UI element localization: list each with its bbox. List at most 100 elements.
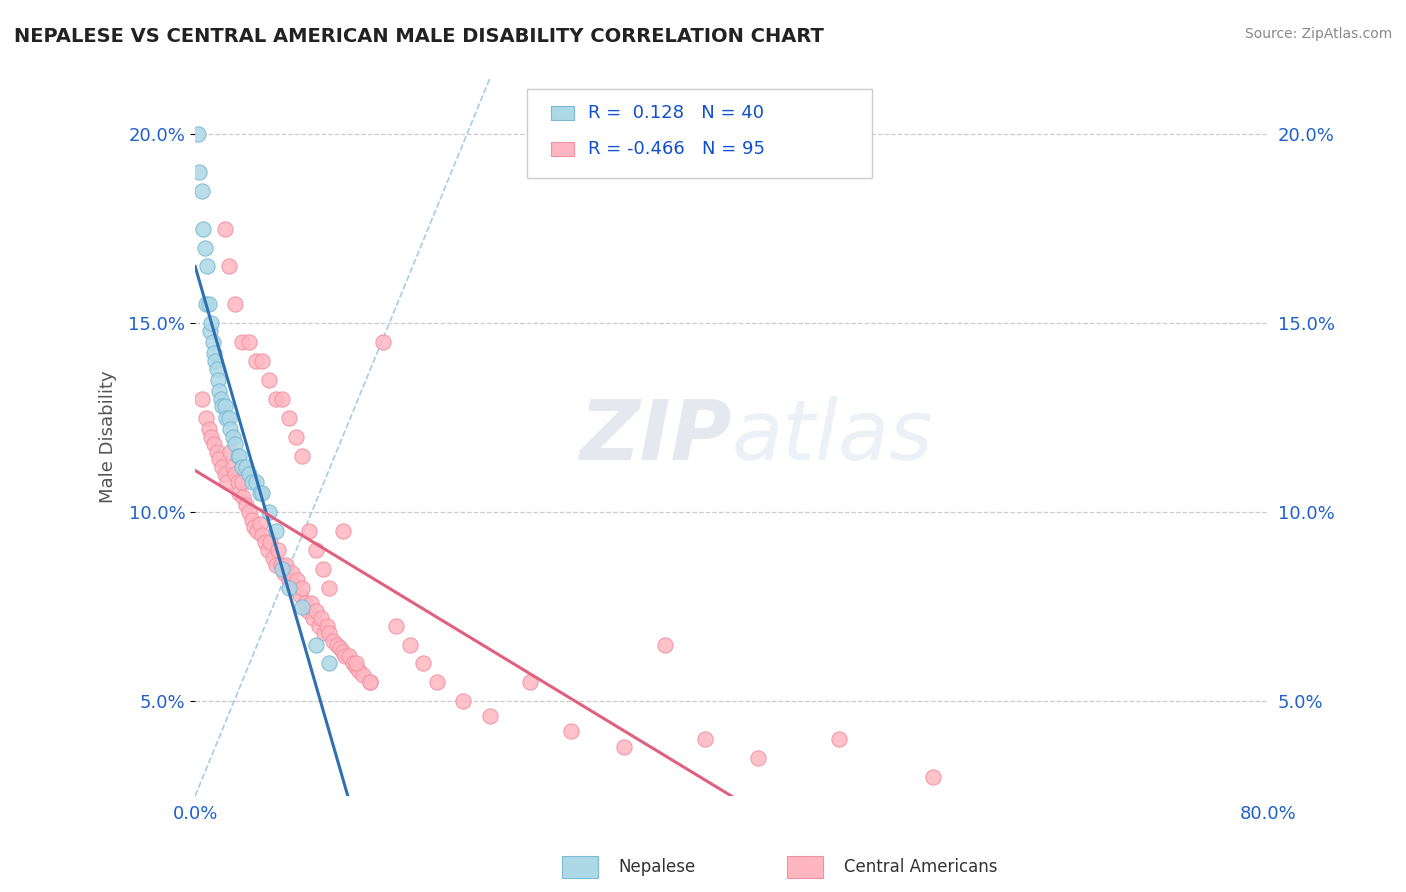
Point — [243, 520, 266, 534]
Y-axis label: Male Disability: Male Disability — [100, 370, 117, 503]
Point — [200, 429, 222, 443]
Point — [219, 444, 242, 458]
Point — [318, 581, 340, 595]
Point — [235, 459, 257, 474]
Point — [256, 543, 278, 558]
Point — [259, 535, 281, 549]
Point — [245, 354, 267, 368]
Point — [371, 335, 394, 350]
Point — [309, 611, 332, 625]
Point — [238, 335, 260, 350]
Point — [281, 566, 304, 580]
Point — [318, 657, 340, 671]
Point — [245, 475, 267, 489]
Point — [219, 422, 242, 436]
Point — [211, 459, 233, 474]
Point — [613, 739, 636, 754]
Point — [322, 633, 344, 648]
Point — [207, 373, 229, 387]
Point — [193, 221, 215, 235]
Point — [284, 429, 307, 443]
Point — [197, 422, 219, 436]
Point — [218, 260, 240, 274]
Point — [344, 657, 367, 671]
Point — [215, 410, 238, 425]
Point — [202, 437, 225, 451]
Point — [335, 648, 357, 663]
Point — [278, 581, 301, 595]
Point — [519, 675, 541, 690]
Point — [198, 324, 221, 338]
Point — [828, 732, 851, 747]
Text: ZIP: ZIP — [579, 396, 731, 477]
Text: NEPALESE VS CENTRAL AMERICAN MALE DISABILITY CORRELATION CHART: NEPALESE VS CENTRAL AMERICAN MALE DISABI… — [14, 27, 824, 45]
Point — [232, 490, 254, 504]
Point — [359, 675, 381, 690]
Point — [252, 528, 274, 542]
Point — [231, 459, 253, 474]
Point — [200, 316, 222, 330]
Point — [270, 558, 292, 573]
Point — [228, 449, 250, 463]
Point — [228, 486, 250, 500]
Point — [278, 574, 301, 588]
Point — [305, 638, 328, 652]
Point — [217, 475, 239, 489]
Point — [253, 535, 276, 549]
Point — [291, 449, 314, 463]
Point — [398, 638, 420, 652]
Point — [342, 657, 364, 671]
Point — [222, 429, 245, 443]
Point — [273, 566, 295, 580]
Point — [264, 524, 287, 538]
Text: R =  0.128   N = 40: R = 0.128 N = 40 — [588, 104, 763, 122]
Text: atlas: atlas — [731, 396, 934, 477]
Point — [202, 346, 225, 360]
Point — [291, 599, 314, 614]
Point — [240, 475, 263, 489]
Point — [211, 400, 233, 414]
Point — [224, 437, 246, 451]
Point — [238, 505, 260, 519]
Point — [385, 618, 408, 632]
Point — [257, 373, 280, 387]
Text: Source: ZipAtlas.com: Source: ZipAtlas.com — [1244, 27, 1392, 41]
Point — [194, 297, 217, 311]
Point — [347, 664, 370, 678]
Point — [285, 574, 308, 588]
Text: Central Americans: Central Americans — [844, 858, 997, 876]
Point — [747, 751, 769, 765]
Point — [312, 626, 335, 640]
Point — [209, 392, 232, 406]
Point — [194, 410, 217, 425]
Point — [693, 732, 716, 747]
Point — [224, 467, 246, 482]
Point — [271, 562, 294, 576]
Point — [276, 558, 298, 573]
Point — [311, 562, 333, 576]
Point — [208, 452, 231, 467]
Point — [352, 667, 374, 681]
Point — [283, 581, 305, 595]
Point — [195, 260, 218, 274]
Point — [318, 626, 340, 640]
Point — [231, 475, 253, 489]
Point — [205, 444, 228, 458]
Point — [264, 392, 287, 406]
Point — [288, 588, 311, 602]
Point — [205, 361, 228, 376]
Point — [224, 297, 246, 311]
Point — [299, 596, 322, 610]
Point — [201, 335, 224, 350]
Point — [252, 354, 274, 368]
Point — [231, 335, 253, 350]
Point — [453, 694, 475, 708]
Point — [262, 550, 284, 565]
Point — [188, 165, 211, 179]
Point — [246, 524, 269, 538]
Point — [426, 675, 449, 690]
Point — [249, 486, 271, 500]
Point — [359, 675, 381, 690]
Point — [249, 516, 271, 531]
Point — [264, 558, 287, 573]
